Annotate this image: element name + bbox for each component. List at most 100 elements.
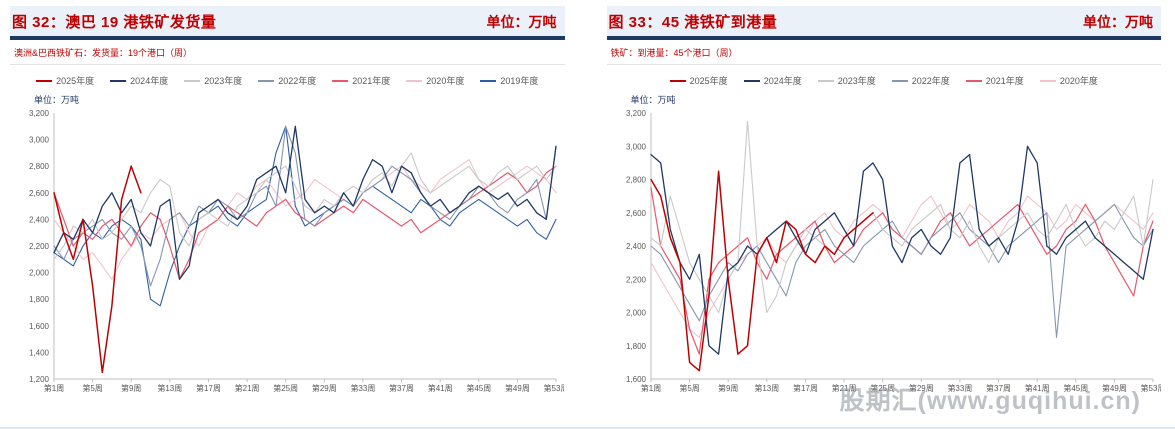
svg-text:1,800: 1,800 [625,342,646,351]
legend-label: 2019年度 [500,76,539,86]
svg-text:第21周: 第21周 [831,383,856,393]
svg-text:第49周: 第49周 [1101,383,1126,393]
svg-text:第33周: 第33周 [350,383,375,393]
svg-text:第5周: 第5周 [82,383,102,393]
svg-text:第49周: 第49周 [505,383,530,393]
unit-label: 单位：万吨 [1083,14,1153,30]
svg-text:第25周: 第25周 [870,383,895,393]
svg-text:2,200: 2,200 [29,242,50,251]
legend-line-swatch [110,79,127,82]
svg-text:第1周: 第1周 [44,383,64,393]
svg-text:3,000: 3,000 [29,136,50,145]
svg-text:第29周: 第29周 [908,383,933,393]
svg-text:第9周: 第9周 [717,383,737,393]
legend-item: 2020年度 [406,74,464,87]
svg-text:第41周: 第41周 [428,383,453,393]
legend-label: 2024年度 [130,76,169,86]
chart-panel-arrivals: 图 33：45 港铁矿到港量 单位：万吨 铁矿：到港量：45个港口（周） 202… [606,6,1162,399]
legend-label: 2025年度 [689,76,728,86]
legend-label: 2025年度 [56,76,95,86]
legend-label: 2024年度 [763,76,802,86]
svg-text:第13周: 第13周 [754,383,779,393]
series-subtitle: 铁矿：到港量：45个港口（周） [606,40,1161,65]
legend-line-swatch [1039,79,1056,82]
legend-item: 2023年度 [184,74,242,87]
svg-text:2,200: 2,200 [625,275,646,284]
legend-line-swatch [184,79,201,82]
legend-item: 2021年度 [965,74,1024,87]
charts-container: 图 32：澳巴 19 港铁矿发货量 单位：万吨 澳洲&巴西铁矿石：发货量：19个… [10,6,1162,399]
legend-label: 2023年度 [837,76,876,86]
svg-text:第37周: 第37周 [986,383,1011,393]
svg-text:2,800: 2,800 [29,162,50,171]
svg-text:3,200: 3,200 [625,109,646,118]
legend-item: 2024年度 [743,74,802,87]
legend-line-swatch [258,79,275,82]
legend: 2025年度 2024年度 2023年度 2022年度 2021年度 2020年度 2019… [10,65,565,89]
legend-line-swatch [480,79,497,82]
legend-label: 2022年度 [911,76,950,86]
legend-item: 2021年度 [332,74,390,87]
y-axis-unit-label: 单位：万吨 [34,95,80,105]
svg-text:2,800: 2,800 [625,176,646,185]
legend-label: 2023年度 [204,76,243,86]
svg-text:第53周: 第53周 [544,383,564,393]
legend-line-swatch [965,79,982,82]
legend-item: 2025年度 [36,74,94,87]
legend-item: 2025年度 [669,74,728,87]
svg-text:第21周: 第21周 [235,383,260,393]
svg-text:2,600: 2,600 [625,209,646,218]
legend-line-swatch [406,79,423,82]
legend-item: 2022年度 [891,74,950,87]
svg-text:2,600: 2,600 [29,189,50,198]
svg-text:1,200: 1,200 [29,375,50,384]
legend-label: 2021年度 [352,76,391,86]
svg-text:3,000: 3,000 [625,142,646,151]
legend-line-swatch [669,79,686,82]
legend: 2025年度 2024年度 2023年度 2022年度 2021年度 2020年度 [607,65,1162,89]
chart-canvas: 1,600 1,800 2,000 2,200 2,400 2,600 2,800 3,000… [625,109,1160,393]
bottom-divider [0,427,1175,429]
svg-text:第53周: 第53周 [1140,383,1160,393]
svg-text:第13周: 第13周 [157,383,182,393]
legend-label: 2022年度 [278,76,317,86]
unit-label: 单位：万吨 [486,14,557,30]
svg-text:第9周: 第9周 [121,383,141,393]
svg-text:2,400: 2,400 [625,242,646,251]
legend-item: 2023年度 [817,74,876,87]
panel-header: 图 32：澳巴 19 港铁矿发货量 单位：万吨 [10,6,565,36]
svg-text:第29周: 第29周 [312,383,337,393]
chart-panel-shipments: 图 32：澳巴 19 港铁矿发货量 单位：万吨 澳洲&巴西铁矿石：发货量：19个… [10,6,565,399]
svg-text:第25周: 第25周 [273,383,298,393]
legend-item: 2020年度 [1039,74,1098,87]
svg-text:1,800: 1,800 [29,295,50,304]
panel-title: 图 33：45 港铁矿到港量 [608,14,778,31]
legend-line-swatch [332,79,349,82]
svg-text:第37周: 第37周 [389,383,414,393]
legend-line-swatch [36,79,53,82]
legend-label: 2020年度 [426,76,465,86]
svg-text:2,000: 2,000 [625,309,646,318]
header-underline-bar [606,36,1161,40]
svg-text:第17周: 第17周 [196,383,221,393]
svg-text:第5周: 第5周 [679,383,699,393]
svg-text:2,000: 2,000 [29,269,50,278]
panel-header: 图 33：45 港铁矿到港量 单位：万吨 [606,6,1161,36]
legend-line-swatch [743,79,760,82]
panel-title: 图 32：澳巴 19 港铁矿发货量 [12,14,217,31]
chart-canvas: 1,200 1,400 1,600 1,800 2,000 2,200 2,400 2,600… [29,109,564,393]
svg-text:第41周: 第41周 [1024,383,1049,393]
svg-text:3,200: 3,200 [29,109,50,118]
legend-label: 2020年度 [1059,76,1098,86]
legend-line-swatch [817,79,834,82]
svg-text:第1周: 第1周 [640,383,660,393]
svg-text:1,600: 1,600 [29,322,50,331]
svg-text:第45周: 第45周 [466,383,491,393]
svg-text:第17周: 第17周 [793,383,818,393]
legend-line-swatch [891,79,908,82]
svg-text:1,600: 1,600 [625,375,646,384]
header-underline-bar [10,36,565,40]
legend-item: 2019年度 [480,74,538,87]
svg-text:1,400: 1,400 [29,348,50,357]
